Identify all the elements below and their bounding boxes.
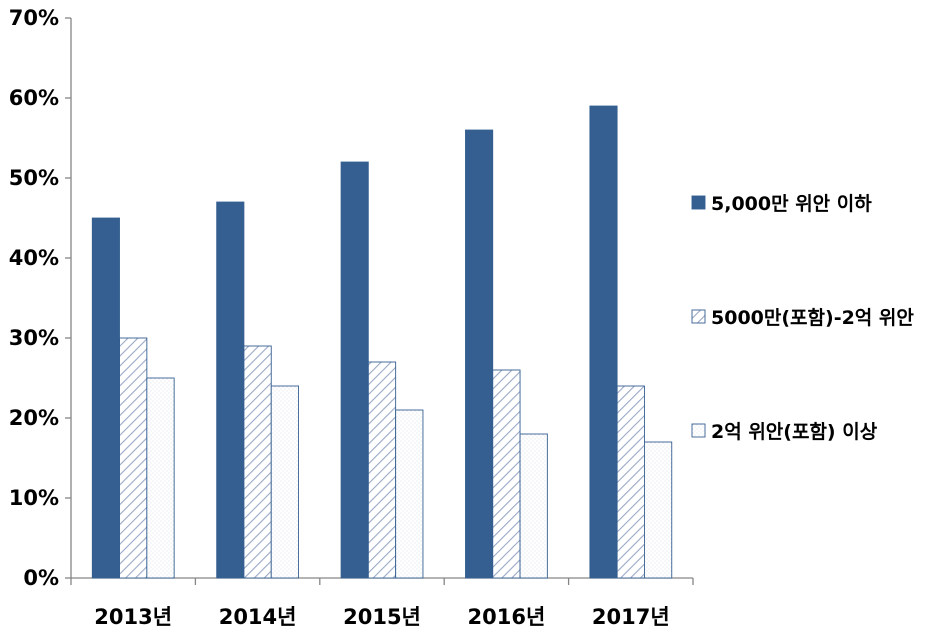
legend-swatch bbox=[691, 195, 706, 210]
bar bbox=[395, 409, 424, 579]
y-tick-label: 70% bbox=[9, 6, 59, 30]
x-tick-label: 2017년 bbox=[592, 605, 670, 629]
axis-labels: 0% 10% 20% 30% 40% 50% 60% 70% 2013년 2014년 2015년 20… bbox=[9, 6, 670, 629]
legend-label: 2억 위안(포함) 이상 bbox=[711, 421, 878, 443]
bar bbox=[340, 161, 369, 579]
y-tick-label: 30% bbox=[9, 326, 59, 350]
bar bbox=[589, 105, 618, 579]
x-tick-label: 2015년 bbox=[343, 605, 421, 629]
legend-swatch bbox=[691, 309, 706, 324]
bar bbox=[270, 385, 299, 579]
y-tick-label: 50% bbox=[9, 166, 59, 190]
bar bbox=[243, 345, 272, 579]
bar bbox=[216, 201, 245, 579]
legend-label: 5000만(포함)-2억 위안 bbox=[711, 307, 914, 329]
x-tick-label: 2016년 bbox=[468, 605, 546, 629]
bar bbox=[616, 385, 645, 579]
x-tick-label: 2013년 bbox=[94, 605, 172, 629]
x-tick-label: 2014년 bbox=[219, 605, 297, 629]
bar bbox=[492, 369, 521, 579]
bar bbox=[367, 361, 397, 579]
bar bbox=[91, 217, 120, 579]
y-tick-label: 40% bbox=[9, 246, 59, 270]
bar bbox=[465, 129, 494, 579]
bar bbox=[519, 433, 548, 579]
y-tick-label: 0% bbox=[23, 566, 59, 590]
y-tick-label: 20% bbox=[9, 406, 59, 430]
legend-swatch bbox=[691, 423, 706, 438]
y-tick-label: 10% bbox=[9, 486, 59, 510]
y-tick-label: 60% bbox=[9, 86, 59, 110]
bar bbox=[119, 337, 148, 579]
bars bbox=[91, 105, 673, 579]
bar bbox=[146, 377, 175, 579]
bar bbox=[644, 441, 673, 579]
legend: 5,000만 위안 이하 5000만(포함)-2억 위안 2억 위안(포함) 이상 bbox=[691, 193, 914, 443]
legend-label: 5,000만 위안 이하 bbox=[711, 193, 872, 215]
